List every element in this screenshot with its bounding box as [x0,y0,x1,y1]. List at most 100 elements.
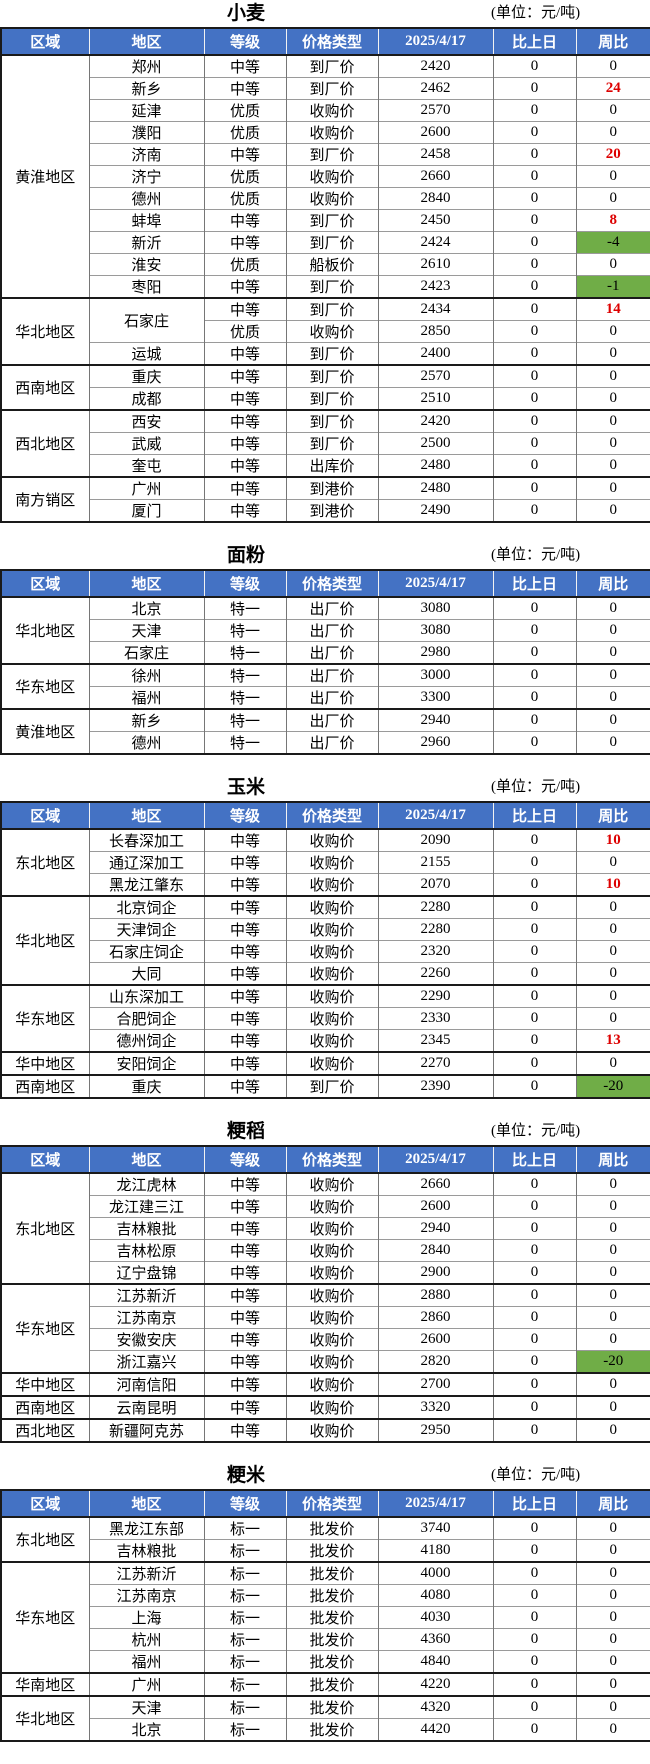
column-header: 比上日 [492,1146,576,1174]
week-change-cell: -4 [575,231,650,254]
area-cell: 济南 [88,143,204,166]
region-cell: 华东地区 [1,1283,89,1373]
price-cell: 2860 [377,1306,493,1329]
column-header: 比上日 [492,1490,576,1518]
table-title-row: 小麦 (单位：元/吨) [0,0,650,27]
day-change-cell: 0 [492,77,576,100]
week-change-cell: 0 [575,432,650,455]
grade-cell: 中等 [203,1172,286,1196]
day-change-cell: 0 [492,387,576,410]
table-row: 西南地区 重庆 中等 到厂价 2570 0 0 [1,364,650,410]
column-header: 区域 [1,570,89,598]
week-change-cell: -1 [575,275,650,298]
table-row: 成都 中等 到厂价 2510 0 0 [1,387,650,410]
table-row: 延津 优质 收购价 2570 0 0 [1,99,650,122]
day-change-cell: 0 [492,641,576,664]
area-cell: 江苏新沂 [88,1283,204,1307]
area-cell: 郑州 [88,54,204,78]
area-cell: 河南信阳 [88,1372,204,1396]
grade-cell: 中等 [203,1328,286,1351]
day-change-cell: 0 [492,686,576,709]
price-type-cell: 收购价 [285,962,378,985]
table-row: 江苏南京 标一 批发价 4080 0 0 [1,1584,650,1607]
grade-cell: 中等 [203,143,286,166]
table-row: 杭州 标一 批发价 4360 0 0 [1,1628,650,1651]
table-row: 浙江嘉兴 中等 收购价 2820 0 -20 [1,1350,650,1373]
day-change-cell: 0 [492,1418,576,1442]
area-cell: 福州 [88,1650,204,1673]
area-cell: 大同 [88,962,204,985]
day-change-cell: 0 [492,1606,576,1629]
price-type-cell: 收购价 [285,1306,378,1329]
grade-cell: 中等 [203,895,286,919]
day-change-cell: 0 [492,275,576,298]
grade-cell: 特一 [203,731,286,754]
week-change-cell: 0 [575,1650,650,1673]
price-type-cell: 出厂价 [285,731,378,754]
price-type-cell: 收购价 [285,121,378,144]
price-cell: 2434 [377,297,493,321]
price-type-cell: 收购价 [285,1418,378,1442]
day-change-cell: 0 [492,231,576,254]
price-type-cell: 到厂价 [285,77,378,100]
week-change-cell: 0 [575,409,650,433]
grade-cell: 中等 [203,342,286,365]
price-type-cell: 收购价 [285,187,378,210]
price-type-cell: 出厂价 [285,663,378,687]
table-row: 华东地区 山东深加工 中等 收购价 2290 0 0 [1,984,650,1052]
area-cell: 天津饲企 [88,918,204,941]
week-change-cell: 0 [575,1283,650,1307]
table-row: 石家庄 特一 出厂价 2980 0 0 [1,641,650,664]
area-cell: 石家庄 [88,297,204,343]
price-type-cell: 收购价 [285,984,378,1008]
week-change-cell: 0 [575,918,650,941]
table-title-row: 玉米 (单位：元/吨) [0,774,650,801]
price-cell: 2390 [377,1074,493,1098]
table-row: 通辽深加工 中等 收购价 2155 0 0 [1,851,650,874]
grade-cell: 中等 [203,873,286,896]
price-cell: 2940 [377,1217,493,1240]
table-row: 黄淮地区 郑州 中等 到厂价 2420 0 0 [1,54,650,298]
column-header: 等级 [203,1490,286,1518]
day-change-cell: 0 [492,1516,576,1540]
grade-cell: 中等 [203,1306,286,1329]
area-cell: 西安 [88,409,204,433]
table-title-row: 粳米 (单位：元/吨) [0,1462,650,1489]
price-type-cell: 出库价 [285,454,378,477]
price-type-cell: 到厂价 [285,143,378,166]
area-cell: 龙江建三江 [88,1195,204,1218]
grade-cell: 特一 [203,641,286,664]
week-change-cell: 0 [575,984,650,1008]
day-change-cell: 0 [492,454,576,477]
area-cell: 江苏新沂 [88,1561,204,1585]
table-title-row: 粳稻 (单位：元/吨) [0,1118,650,1145]
price-type-cell: 收购价 [285,1051,378,1075]
week-change-cell: 0 [575,1172,650,1196]
table-row: 濮阳 优质 收购价 2600 0 0 [1,121,650,144]
price-cell: 2290 [377,984,493,1008]
table-row: 东北地区 龙江虎林 中等 收购价 2660 0 0 [1,1172,650,1284]
price-table-section-4: 粳米 (单位：元/吨) 区域 地区 等级 价格类型 2025/4/17 比上日 周比 东北地区 黑龙… [0,1462,650,1742]
day-change-cell: 0 [492,1650,576,1673]
column-header: 2025/4/17 [377,28,493,56]
week-change-cell: 0 [575,1372,650,1396]
area-cell: 天津 [88,1695,204,1719]
grade-cell: 中等 [203,1217,286,1240]
week-change-cell: 0 [575,1328,650,1351]
table-row: 吉林松原 中等 收购价 2840 0 0 [1,1239,650,1262]
table-row: 黄淮地区 新乡 特一 出厂价 2940 0 0 [1,708,650,754]
day-change-cell: 0 [492,297,576,321]
table-row: 西北地区 新疆阿克苏 中等 收购价 2950 0 0 [1,1418,650,1442]
price-type-cell: 收购价 [285,873,378,896]
grade-cell: 中等 [203,209,286,232]
grade-cell: 标一 [203,1650,286,1673]
table-row: 黑龙江肇东 中等 收购价 2070 0 10 [1,873,650,896]
week-change-cell: 0 [575,1516,650,1540]
day-change-cell: 0 [492,918,576,941]
table-row: 华北地区 天津 标一 批发价 4320 0 0 [1,1695,650,1741]
table-row: 辽宁盘锦 中等 收购价 2900 0 0 [1,1261,650,1284]
column-header: 地区 [88,1146,204,1174]
day-change-cell: 0 [492,1217,576,1240]
price-type-cell: 收购价 [285,165,378,188]
